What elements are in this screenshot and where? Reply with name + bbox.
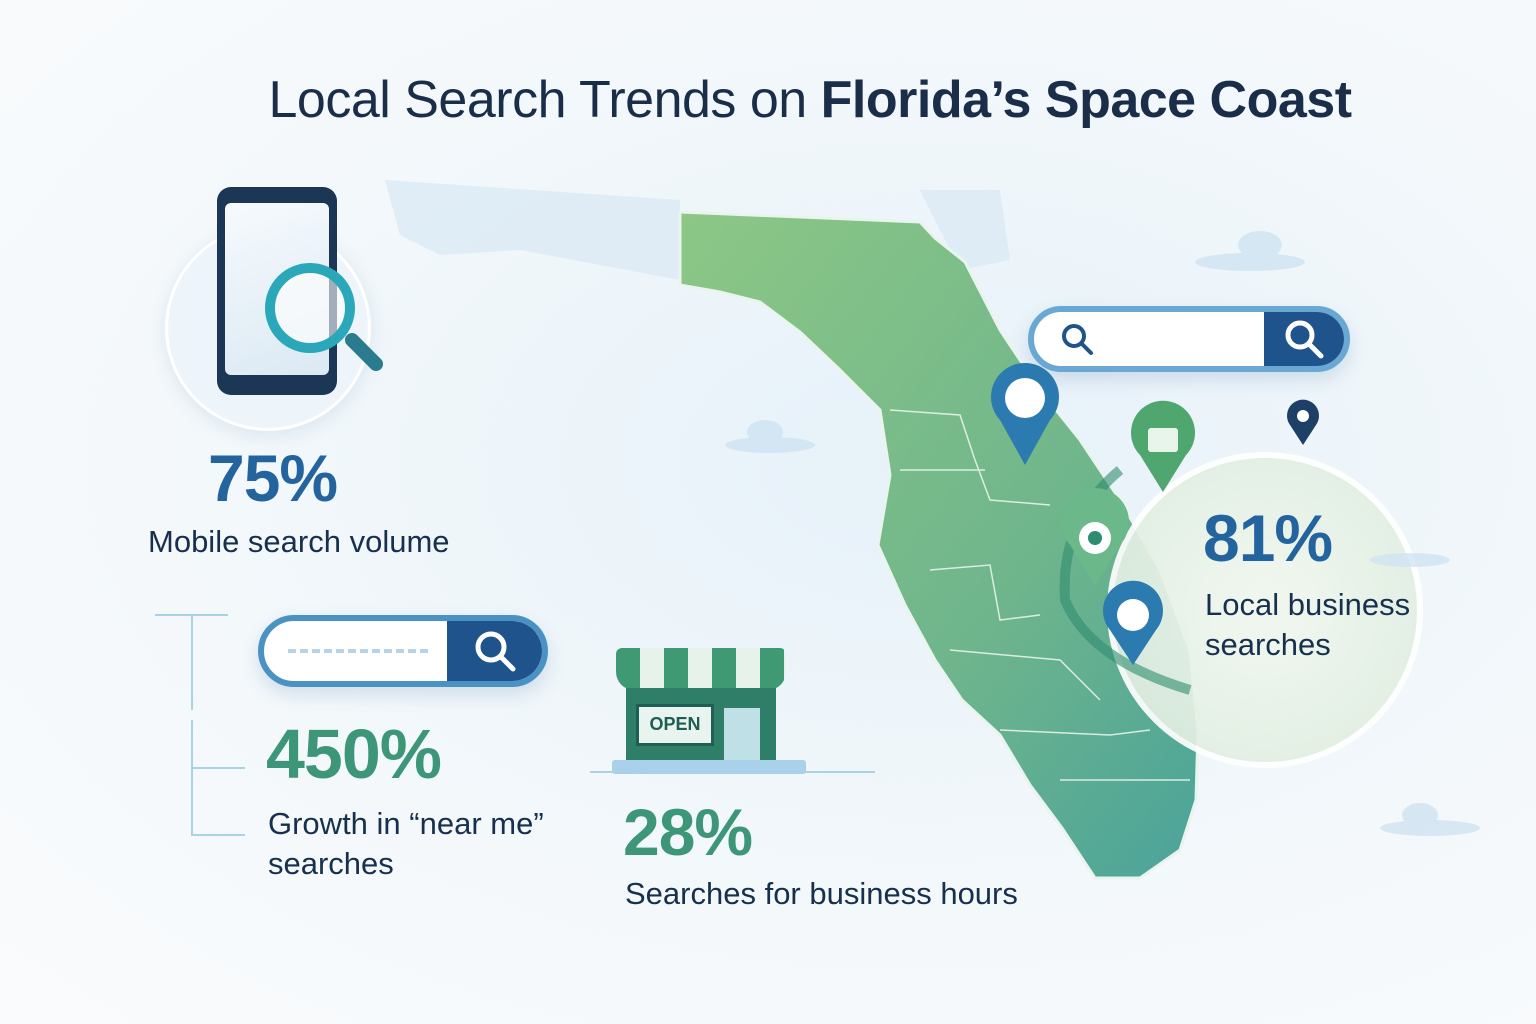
- smartphone-magnifier-icon: [165, 185, 395, 431]
- stat-label-local-business: Local business searches: [1205, 585, 1410, 665]
- title-regular: Local Search Trends on: [268, 71, 821, 129]
- page-title: Local Search Trends on Florida’s Space C…: [0, 70, 1536, 130]
- label-line: Local business: [1205, 587, 1411, 622]
- map-search-bar: [1028, 306, 1350, 372]
- cloud-decorations: [725, 231, 1480, 836]
- gulf-coast-land: [385, 180, 680, 280]
- open-sign: OPEN: [636, 704, 714, 746]
- shopping-bag-pin-icon: [1131, 400, 1195, 492]
- stat-value-mobile: 75%: [208, 441, 338, 515]
- stat-value-near-me: 450%: [266, 715, 442, 793]
- stat-label-near-me: Growth in “near me” searches: [268, 804, 544, 884]
- search-icon: [1264, 312, 1344, 366]
- small-pin-icon: [1287, 399, 1320, 445]
- stat-label-mobile: Mobile search volume: [148, 524, 450, 559]
- label-line: Growth in “near me”: [268, 806, 544, 841]
- stat-value-hours: 28%: [623, 795, 753, 869]
- target-pin-icon: [1061, 487, 1129, 585]
- georgia-land: [920, 190, 1010, 270]
- map-pin-icon: [991, 362, 1059, 465]
- location-pin-icon: [1103, 580, 1163, 665]
- label-line: searches: [1205, 627, 1331, 662]
- storefront-open-icon: OPEN: [612, 648, 806, 776]
- title-bold: Florida’s Space Coast: [820, 71, 1352, 129]
- search-icon: [1034, 312, 1264, 366]
- search-icon: [447, 621, 542, 681]
- stat-label-hours: Searches for business hours: [625, 876, 1018, 911]
- stat-value-local-business: 81%: [1203, 501, 1333, 575]
- search-bar-icon: [258, 615, 548, 687]
- county-lines: [889, 409, 1190, 781]
- label-line: searches: [268, 846, 394, 881]
